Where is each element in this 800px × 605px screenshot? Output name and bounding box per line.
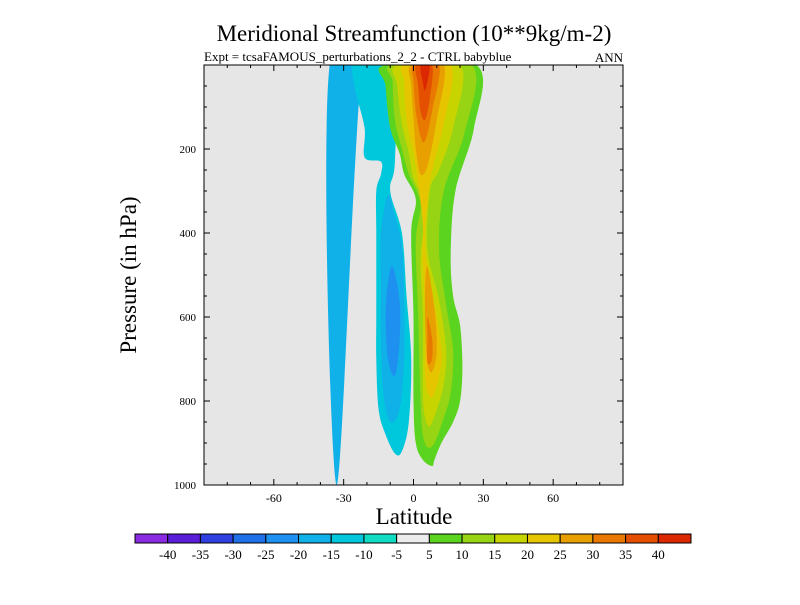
colorbar-label: -20 <box>290 547 307 562</box>
contour-fill <box>326 65 391 485</box>
colorbar-swatch <box>330 533 365 544</box>
colorbar-label: 30 <box>586 547 599 562</box>
x-tick-label: -30 <box>336 491 352 505</box>
colorbar-swatch <box>657 533 692 544</box>
contour-fill <box>385 266 401 377</box>
x-tick-label: 30 <box>477 491 489 505</box>
colorbar: -40 -35 -30 -25 -20 -15 -10 -5 5 10 15 20 25 30 35 40 <box>134 533 692 562</box>
colorbar-label: -5 <box>391 547 402 562</box>
axes: -60 -30 0 30 60 200 400 600 800 1000 <box>174 64 624 505</box>
y-tick-label: 1000 <box>174 480 197 492</box>
colorbar-swatch <box>625 533 659 544</box>
colorbar-swatch <box>298 533 332 544</box>
season-label: ANN <box>595 50 624 65</box>
colorbar-swatch <box>559 533 594 544</box>
contour-fill <box>392 65 464 427</box>
y-tick-label: 400 <box>180 228 197 240</box>
colorbar-label: 5 <box>426 547 433 562</box>
x-tick-label: 60 <box>547 491 559 505</box>
colorbar-label: -10 <box>355 547 372 562</box>
colorbar-swatch <box>265 533 300 544</box>
colorbar-swatch <box>592 533 627 544</box>
y-tick-label: 800 <box>180 396 197 408</box>
x-tick-label: 0 <box>411 491 417 505</box>
colorbar-label: 20 <box>521 547 534 562</box>
colorbar-label: 10 <box>456 547 469 562</box>
contour-fill <box>427 317 433 365</box>
chart-subtitle: Expt = tcsaFAMOUS_perturbations_2_2 - CT… <box>204 49 512 64</box>
contour-fill <box>420 65 430 91</box>
colorbar-swatch <box>526 533 561 544</box>
colorbar-label: 25 <box>554 547 567 562</box>
colorbar-swatch <box>134 533 169 544</box>
colorbar-label: 40 <box>652 547 665 562</box>
colorbar-swatch <box>428 533 463 544</box>
contour-fill <box>400 65 453 398</box>
contour-fill <box>386 65 477 448</box>
colorbar-swatch <box>232 533 267 544</box>
x-axis-label: Latitude <box>376 504 453 529</box>
colorbar-label: -40 <box>159 547 176 562</box>
colorbar-swatch <box>199 533 234 544</box>
colorbar-swatch <box>461 533 496 544</box>
contour-fill <box>415 65 433 121</box>
colorbar-label: 15 <box>488 547 501 562</box>
colorbar-label: 35 <box>619 547 632 562</box>
colorbar-swatch <box>167 533 201 544</box>
colorbar-label: -30 <box>224 547 241 562</box>
y-axis-label: Pressure (in hPa) <box>116 196 141 353</box>
y-tick-label: 200 <box>180 144 197 156</box>
colorbar-label: -25 <box>257 547 274 562</box>
colorbar-swatch <box>494 533 528 544</box>
plot-area <box>204 65 623 485</box>
colorbar-label: -35 <box>192 547 209 562</box>
colorbar-swatch <box>396 533 430 544</box>
chart-title: Meridional Streamfunction (10**9kg/m-2) <box>217 21 612 46</box>
x-tick-label: -60 <box>266 491 282 505</box>
colorbar-swatch <box>363 533 398 544</box>
colorbar-label: -15 <box>323 547 340 562</box>
y-tick-label: 600 <box>180 312 197 324</box>
